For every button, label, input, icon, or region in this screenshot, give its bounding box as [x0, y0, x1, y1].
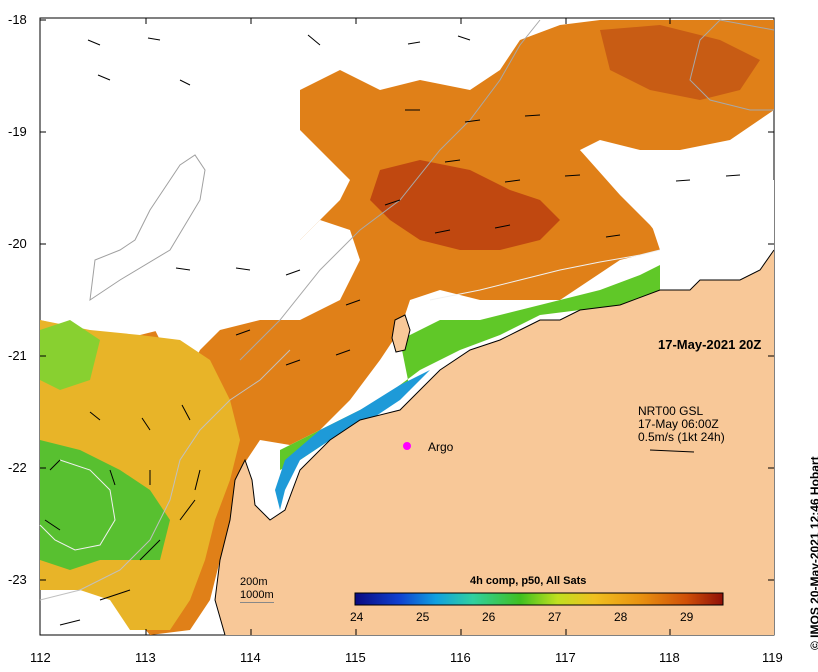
bathymetry-200m: [89, 154, 206, 302]
colorbar-tick-label: 28: [614, 610, 628, 624]
colorbar-tick-label: 25: [416, 610, 430, 624]
current-info: NRT00 GSL 17-May 06:00Z 0.5m/s (1kt 24h): [638, 405, 725, 444]
x-tick-label: 116: [450, 650, 471, 665]
contour-legend: 200m 1000m: [240, 576, 274, 603]
x-tick-label: 118: [659, 650, 680, 665]
cloud-gap-1: [580, 150, 774, 270]
barrow-island: [391, 314, 411, 353]
sst-contour-2: [429, 249, 661, 301]
land-mass: [215, 250, 774, 635]
sst-cold-band-shelf: [275, 370, 430, 510]
x-tick-label: 113: [135, 650, 156, 665]
colorbar-title: 4h comp, p50, All Sats: [470, 575, 587, 587]
y-tick-label: -22: [8, 460, 27, 475]
sst-contour: [39, 459, 116, 551]
sst-cool-region-sw: [40, 440, 170, 570]
y-tick-label: -19: [8, 124, 27, 139]
argo-marker: [403, 442, 411, 450]
y-tick-label: -23: [8, 572, 27, 587]
sst-cool-band-shelf: [280, 265, 660, 470]
date-stamp: 17-May-2021 20Z: [658, 337, 762, 352]
x-tick-label: 115: [345, 650, 366, 665]
sst-cool-patch-w: [40, 320, 100, 390]
y-tick-label: -18: [8, 12, 27, 27]
colorbar: [354, 592, 724, 606]
cloud-gap-2: [140, 190, 360, 370]
colorbar-tick-label: 29: [680, 610, 694, 624]
y-tick-label: -20: [8, 236, 27, 251]
sst-hot-core: [370, 160, 560, 250]
x-tick-label: 117: [555, 650, 576, 665]
x-tick-label: 119: [762, 650, 783, 665]
colorbar-tick-label: 24: [350, 610, 364, 624]
x-tick-label: 112: [30, 650, 51, 665]
coastline: [214, 249, 775, 636]
current-scale: 0.5m/s (1kt 24h): [638, 430, 725, 444]
contour-1000m-label: 1000m: [240, 589, 274, 603]
bathymetry-shelf: [39, 349, 291, 601]
sst-hot-core-ne: [600, 25, 760, 100]
credit-text: © IMOS 20-May-2021 12:46 Hobart: [808, 456, 818, 650]
current-source: NRT00 GSL: [638, 404, 704, 418]
bathymetry-1000m: [239, 19, 775, 361]
y-tick-label: -21: [8, 348, 27, 363]
current-time: 17-May 06:00Z: [638, 417, 719, 431]
colorbar-tick-label: 27: [548, 610, 562, 624]
argo-label: Argo: [428, 440, 454, 454]
contour-200m-label: 200m: [240, 576, 268, 588]
x-tick-label: 114: [240, 650, 261, 665]
colorbar-tick-label: 26: [482, 610, 496, 624]
axis-ticks: [40, 18, 774, 635]
current-vectors: [44, 34, 741, 626]
